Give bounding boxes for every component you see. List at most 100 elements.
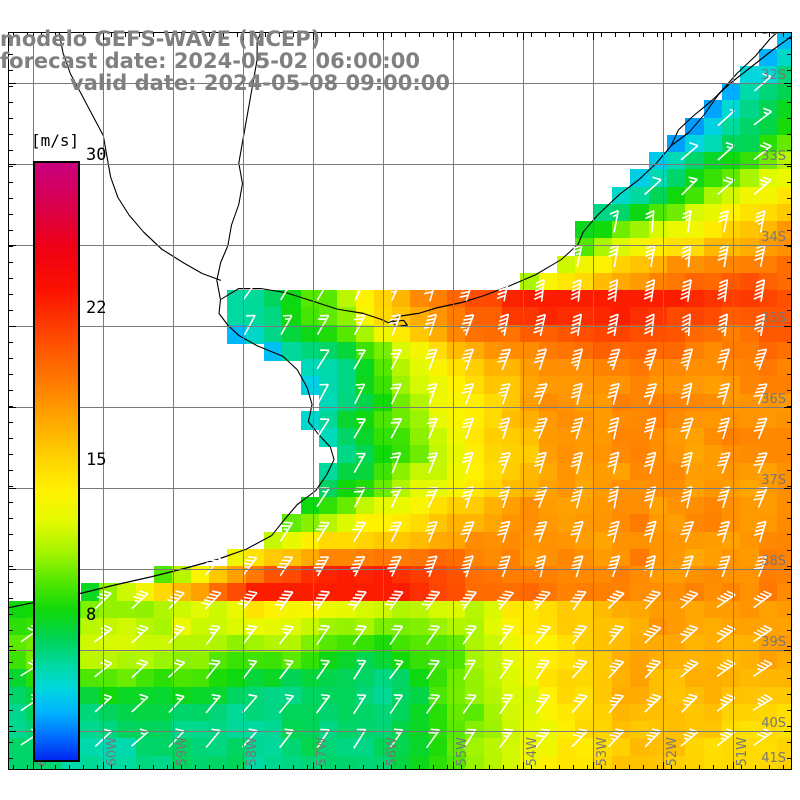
- tick-top: [125, 32, 126, 37]
- latitude-label-41S: 41S: [761, 751, 786, 766]
- tick-left: [8, 166, 13, 167]
- tick-top: [139, 32, 140, 37]
- tick-left: [8, 518, 13, 519]
- tick-left: [8, 454, 13, 455]
- tick-bottom: [517, 765, 518, 770]
- tick-top: [251, 32, 252, 37]
- tick-bottom: [503, 765, 504, 770]
- tick-top: [293, 32, 294, 37]
- longitude-label-53W: 53W: [595, 736, 610, 766]
- tick-right: [787, 374, 792, 375]
- tick-left: [8, 646, 13, 647]
- tick-bottom: [489, 765, 490, 770]
- tick-right: [787, 86, 792, 87]
- tick-bottom: [671, 765, 672, 770]
- tick-right: [787, 550, 792, 551]
- tick-major-left: [8, 326, 16, 327]
- tick-right: [787, 118, 792, 119]
- tick-bottom: [349, 765, 350, 770]
- tick-top: [559, 32, 560, 37]
- colorbar: [33, 161, 80, 762]
- tick-bottom: [755, 765, 756, 770]
- tick-left: [8, 742, 13, 743]
- tick-bottom: [125, 765, 126, 770]
- tick-bottom: [55, 765, 56, 770]
- tick-right: [787, 454, 792, 455]
- tick-left: [8, 758, 13, 759]
- tick-bottom: [139, 765, 140, 770]
- latitude-label-34S: 34S: [761, 230, 786, 245]
- longitude-label-57W: 57W: [315, 736, 330, 766]
- gridline-longitude-58W: [243, 32, 244, 770]
- tick-bottom: [153, 765, 154, 770]
- gridline-latitude-35S: [8, 326, 792, 327]
- latitude-label-39S: 39S: [761, 635, 786, 650]
- tick-bottom: [279, 765, 280, 770]
- tick-right: [787, 310, 792, 311]
- tick-top: [545, 32, 546, 37]
- tick-right: [787, 486, 792, 487]
- tick-bottom: [559, 765, 560, 770]
- tick-major-left: [8, 407, 16, 408]
- tick-left: [8, 150, 13, 151]
- tick-top: [741, 32, 742, 37]
- gridline-latitude-36S: [8, 407, 792, 408]
- tick-right: [787, 406, 792, 407]
- tick-major-bottom: [523, 762, 524, 770]
- tick-right: [787, 358, 792, 359]
- tick-top: [587, 32, 588, 37]
- gridline-longitude-59W: [173, 32, 174, 770]
- tick-left: [8, 726, 13, 727]
- tick-top: [657, 32, 658, 37]
- tick-bottom: [783, 765, 784, 770]
- tick-top: [783, 32, 784, 37]
- tick-right: [787, 166, 792, 167]
- tick-bottom: [237, 765, 238, 770]
- tick-right: [787, 662, 792, 663]
- tick-bottom: [27, 765, 28, 770]
- tick-top: [503, 32, 504, 37]
- gridline-latitude-32S: [8, 83, 792, 84]
- tick-major-bottom: [313, 762, 314, 770]
- wind-barb-overlay: [8, 32, 792, 770]
- tick-left: [8, 390, 13, 391]
- map-plot-area[interactable]: 61W60W59W58W57W56W55W54W53W52W51W31S32S3…: [8, 32, 792, 770]
- tick-top: [629, 32, 630, 37]
- tick-top: [181, 32, 182, 37]
- tick-top: [335, 32, 336, 37]
- tick-top: [13, 32, 14, 37]
- tick-bottom: [643, 765, 644, 770]
- tick-bottom: [251, 765, 252, 770]
- tick-major-right: [784, 407, 792, 408]
- tick-top: [223, 32, 224, 37]
- tick-right: [787, 70, 792, 71]
- tick-left: [8, 134, 13, 135]
- tick-bottom: [685, 765, 686, 770]
- gridline-latitude-34S: [8, 245, 792, 246]
- tick-left: [8, 534, 13, 535]
- tick-bottom: [475, 765, 476, 770]
- tick-bottom: [713, 765, 714, 770]
- tick-major-right: [784, 83, 792, 84]
- tick-right: [787, 678, 792, 679]
- longitude-label-54W: 54W: [525, 736, 540, 766]
- tick-major-bottom: [173, 762, 174, 770]
- tick-major-top: [173, 32, 174, 40]
- tick-left: [8, 502, 13, 503]
- tick-major-left: [8, 83, 16, 84]
- latitude-label-32S: 32S: [761, 68, 786, 83]
- tick-right: [787, 758, 792, 759]
- longitude-label-59W: 59W: [175, 736, 190, 766]
- tick-left: [8, 38, 13, 39]
- tick-left: [8, 678, 13, 679]
- tick-top: [461, 32, 462, 37]
- longitude-label-58W: 58W: [245, 736, 260, 766]
- tick-left: [8, 70, 13, 71]
- longitude-label-55W: 55W: [455, 736, 470, 766]
- tick-bottom: [615, 765, 616, 770]
- tick-top: [615, 32, 616, 37]
- tick-bottom: [181, 765, 182, 770]
- tick-top: [195, 32, 196, 37]
- gridline-longitude-57W: [313, 32, 314, 770]
